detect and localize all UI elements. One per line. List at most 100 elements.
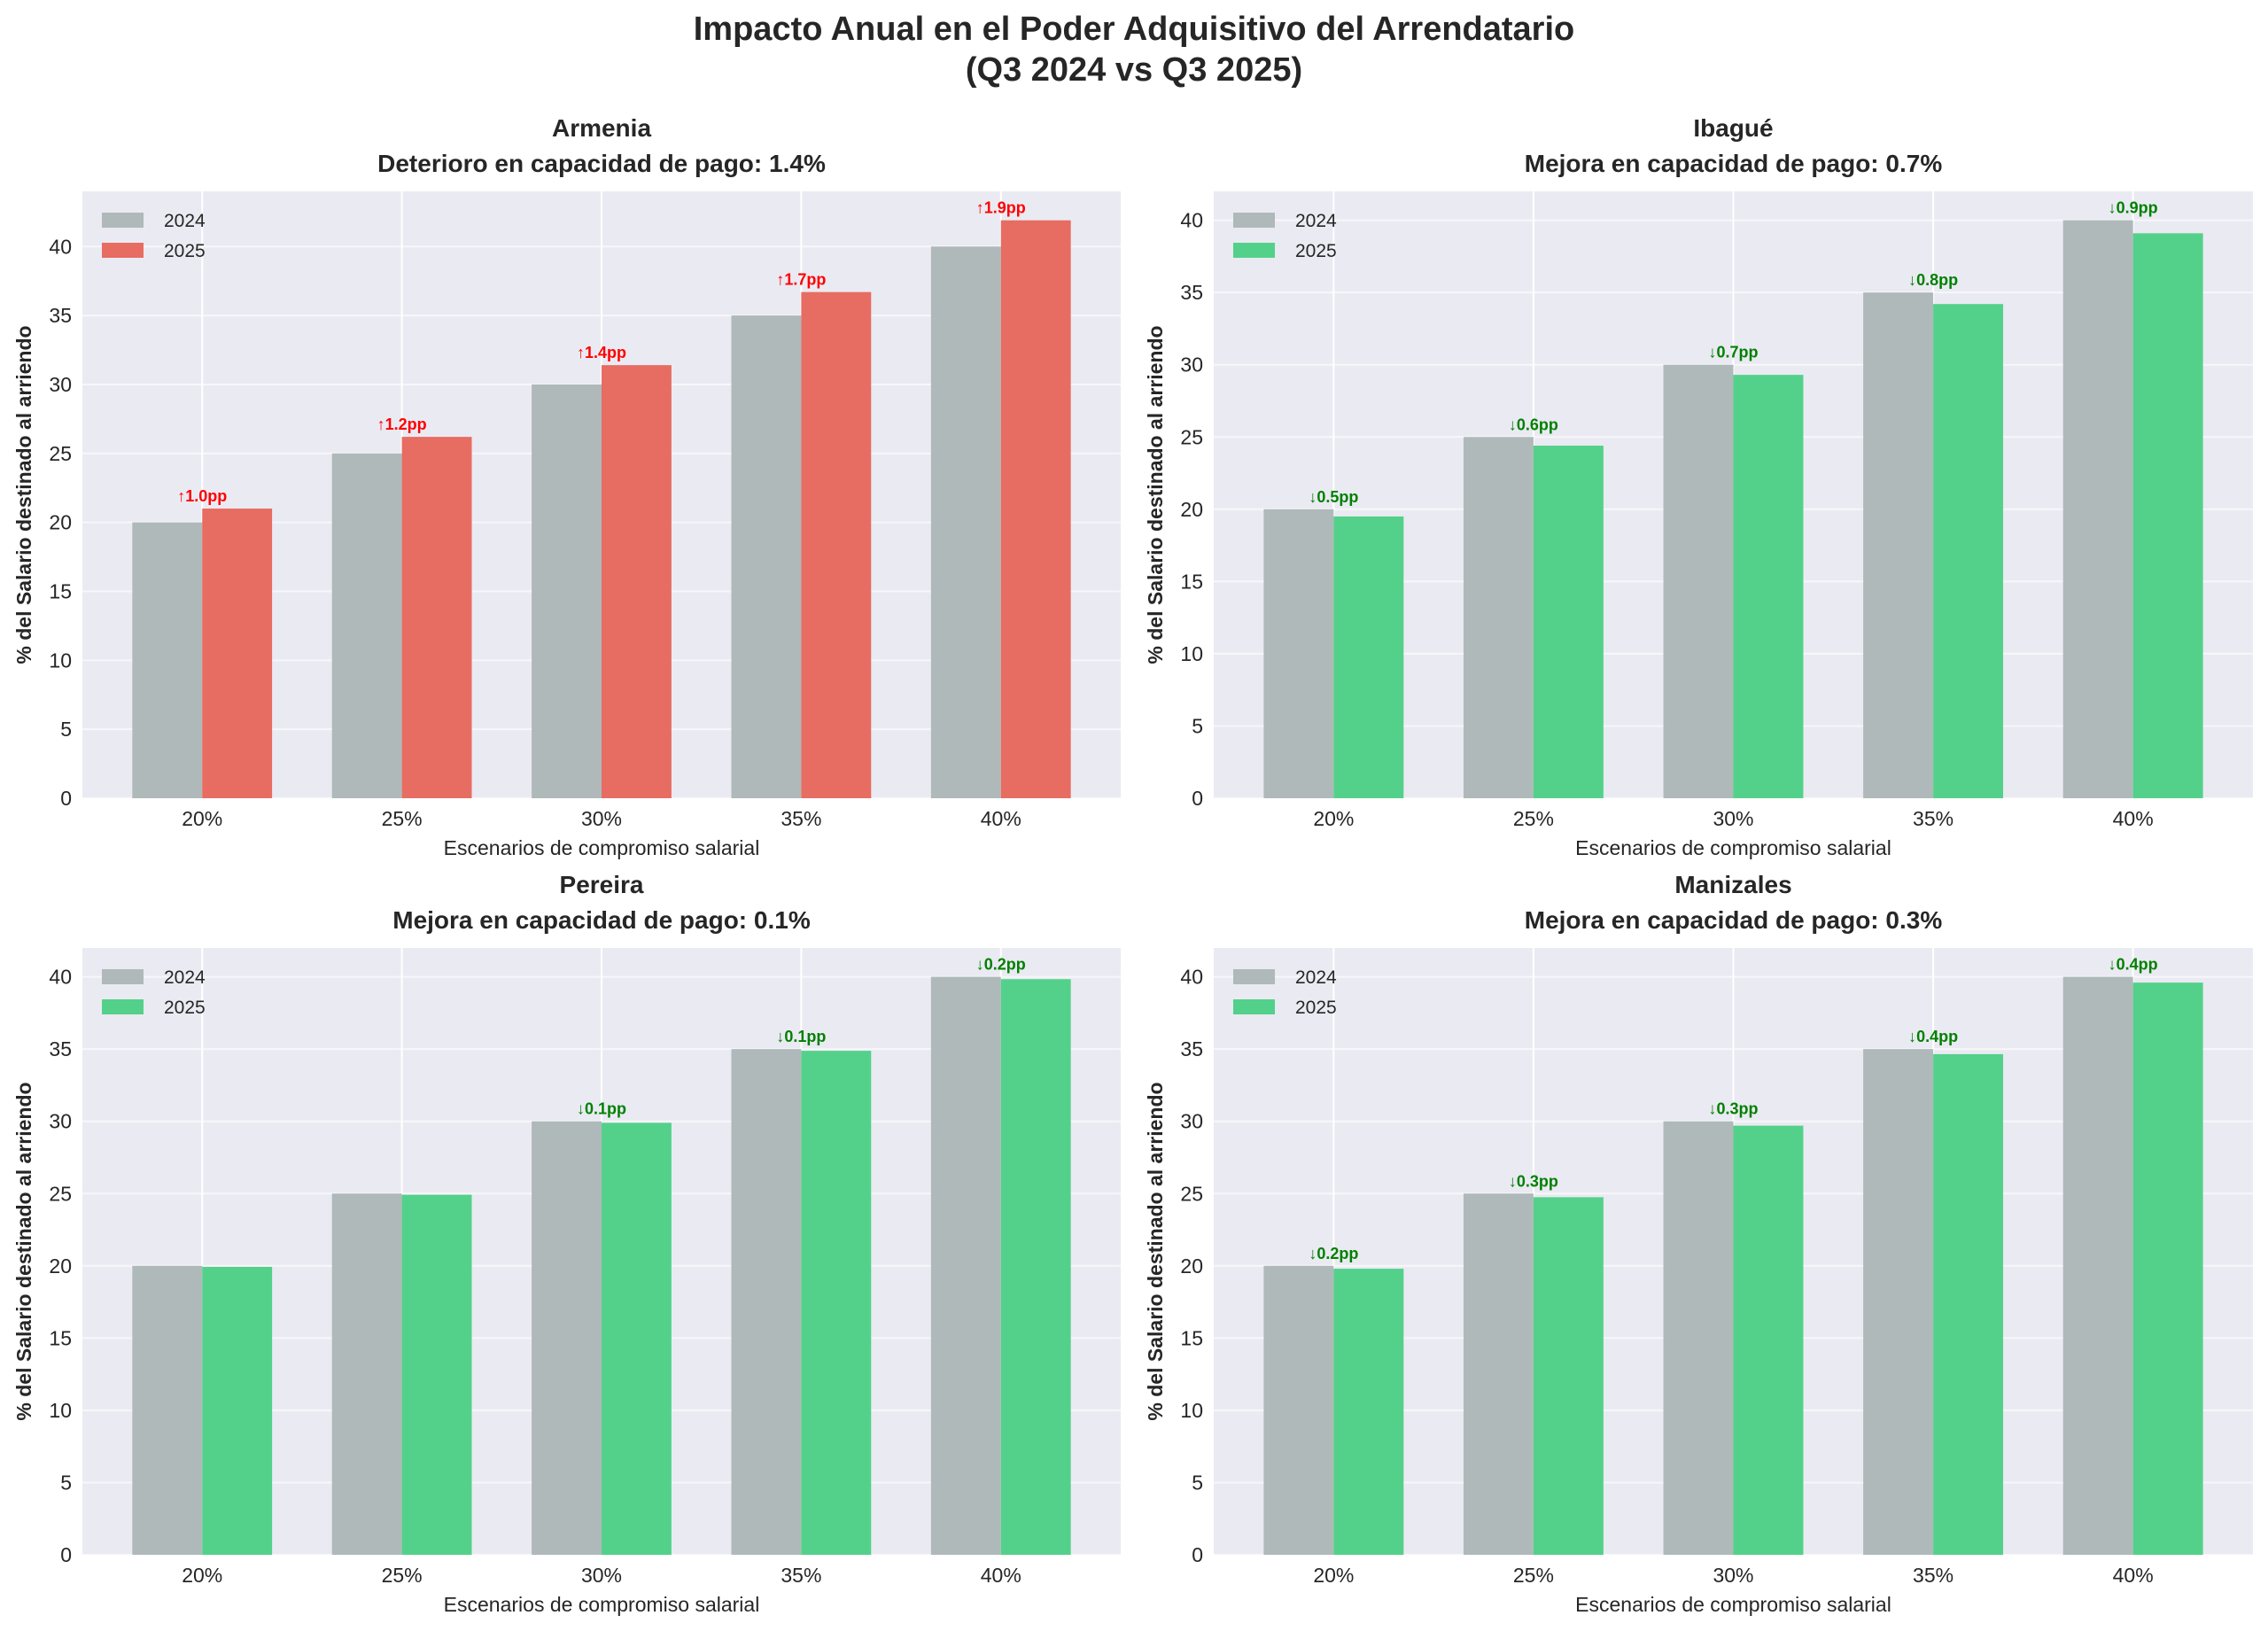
- figure-title-line2: (Q3 2024 vs Q3 2025): [965, 51, 1303, 89]
- subplot-subtitle: Deterioro en capacidad de pago: 1.4%: [377, 150, 826, 177]
- legend-label-2024: 2024: [164, 967, 206, 988]
- subplot-subtitle: Mejora en capacidad de pago: 0.3%: [1525, 906, 1943, 934]
- bar-2024: [331, 453, 402, 798]
- y-axis-label: % del Salario destinado al arriendo: [1144, 325, 1167, 664]
- subplot-subtitle: Mejora en capacidad de pago: 0.1%: [392, 906, 811, 934]
- y-tick-label: 10: [49, 1399, 72, 1422]
- y-tick-label: 15: [49, 579, 72, 602]
- y-tick-label: 5: [60, 1471, 72, 1494]
- bar-2024: [532, 384, 602, 798]
- x-tick-label: 40%: [2113, 1564, 2154, 1587]
- x-tick-label: 35%: [1913, 1564, 1953, 1587]
- x-tick-label: 30%: [1713, 1564, 1753, 1587]
- legend-label-2025: 2025: [1295, 241, 1337, 261]
- subplot-title: Manizales: [1674, 871, 1791, 898]
- y-tick-label: 40: [1180, 209, 1203, 232]
- y-tick-label: 0: [60, 787, 72, 810]
- y-tick-label: 0: [1192, 1543, 1203, 1566]
- legend: 2024 2025: [102, 211, 206, 261]
- bar-2024: [1463, 437, 1534, 798]
- x-tick-label: 25%: [1513, 807, 1554, 830]
- x-axis-label: Escenarios de compromiso salarial: [444, 836, 760, 859]
- bar-annotation: ↓0.3pp: [1509, 1172, 1558, 1190]
- y-tick-label: 0: [1192, 787, 1203, 810]
- legend-label-2024: 2024: [1295, 211, 1337, 231]
- bar-2024: [2062, 220, 2133, 799]
- x-tick-label: 30%: [581, 807, 622, 830]
- x-axis-label: Escenarios de compromiso salarial: [1575, 836, 1891, 859]
- bar-2025: [1933, 304, 2004, 798]
- y-tick-label: 10: [1180, 1399, 1203, 1422]
- bar-annotation: ↓0.4pp: [1908, 1028, 1958, 1045]
- legend-swatch-2025: [1233, 243, 1275, 258]
- bar-annotation: ↓0.9pp: [2109, 199, 2158, 217]
- bar-2024: [331, 1193, 402, 1555]
- y-tick-label: 30: [49, 1110, 72, 1133]
- x-tick-label: 35%: [1913, 807, 1953, 830]
- y-axis-label: % del Salario destinado al arriendo: [12, 1082, 35, 1420]
- legend-label-2025: 2025: [1295, 998, 1337, 1018]
- bar-annotation: ↓0.1pp: [776, 1028, 826, 1045]
- y-tick-label: 35: [49, 1037, 72, 1060]
- bar-annotation: ↓0.2pp: [1309, 1245, 1358, 1262]
- bar-2025: [602, 365, 672, 798]
- bar-2024: [731, 315, 802, 798]
- y-tick-label: 35: [49, 304, 72, 327]
- bar-annotation: ↓0.1pp: [577, 1100, 626, 1118]
- bar-2025: [1333, 516, 1404, 798]
- bar-2025: [1000, 220, 1071, 798]
- legend: 2024 2025: [102, 967, 206, 1018]
- bar-2024: [1263, 1265, 1334, 1555]
- y-tick-label: 30: [1180, 353, 1203, 377]
- legend-label-2024: 2024: [164, 211, 206, 231]
- y-tick-label: 25: [1180, 1182, 1203, 1205]
- x-tick-label: 30%: [581, 1564, 622, 1587]
- y-tick-label: 10: [49, 649, 72, 672]
- y-tick-label: 20: [1180, 498, 1203, 521]
- bar-2025: [1733, 1125, 1804, 1555]
- subplot-title: Ibagué: [1693, 114, 1773, 142]
- x-tick-label: 20%: [1313, 1564, 1354, 1587]
- y-tick-label: 20: [49, 511, 72, 534]
- legend: 2024 2025: [1233, 967, 1337, 1018]
- x-tick-label: 35%: [781, 1564, 821, 1587]
- y-tick-label: 20: [1180, 1254, 1203, 1278]
- bar-annotation: ↑1.0pp: [177, 487, 227, 505]
- x-tick-label: 25%: [1513, 1564, 1554, 1587]
- bar-annotation: ↓0.8pp: [1908, 271, 1958, 289]
- bar-2024: [132, 1265, 203, 1555]
- subplot-title: Pereira: [560, 871, 644, 898]
- bar-2025: [801, 1051, 872, 1555]
- subplot-title: Armenia: [552, 114, 651, 142]
- bar-2025: [1333, 1269, 1404, 1555]
- bar-2025: [1533, 1197, 1604, 1555]
- y-tick-label: 15: [1180, 1326, 1203, 1349]
- y-tick-label: 15: [1180, 570, 1203, 593]
- y-tick-label: 40: [49, 235, 72, 258]
- legend-swatch-2024: [102, 213, 144, 228]
- bar-2024: [1663, 364, 1734, 798]
- bar-2025: [602, 1122, 672, 1555]
- figure-title-line1: Impacto Anual en el Poder Adquisitivo de…: [693, 11, 1575, 48]
- bar-2025: [202, 509, 273, 798]
- y-tick-label: 35: [1180, 281, 1203, 304]
- y-tick-label: 30: [49, 373, 72, 396]
- y-tick-label: 25: [49, 442, 72, 465]
- bar-2025: [1933, 1053, 2004, 1555]
- legend-swatch-2024: [1233, 213, 1275, 228]
- bar-annotation: ↓0.5pp: [1309, 488, 1358, 506]
- x-tick-label: 35%: [781, 807, 821, 830]
- legend-label-2025: 2025: [164, 241, 206, 261]
- y-tick-label: 10: [1180, 642, 1203, 665]
- bar-2025: [2132, 982, 2203, 1555]
- bar-annotation: ↓0.6pp: [1509, 416, 1558, 433]
- y-tick-label: 5: [60, 718, 72, 741]
- x-tick-label: 30%: [1713, 807, 1753, 830]
- legend-swatch-2025: [102, 243, 144, 258]
- legend-label-2025: 2025: [164, 998, 206, 1018]
- legend-swatch-2025: [1233, 999, 1275, 1014]
- bar-annotation: ↑1.7pp: [776, 271, 826, 289]
- bar-2024: [1863, 1049, 1934, 1555]
- legend: 2024 2025: [1233, 211, 1337, 261]
